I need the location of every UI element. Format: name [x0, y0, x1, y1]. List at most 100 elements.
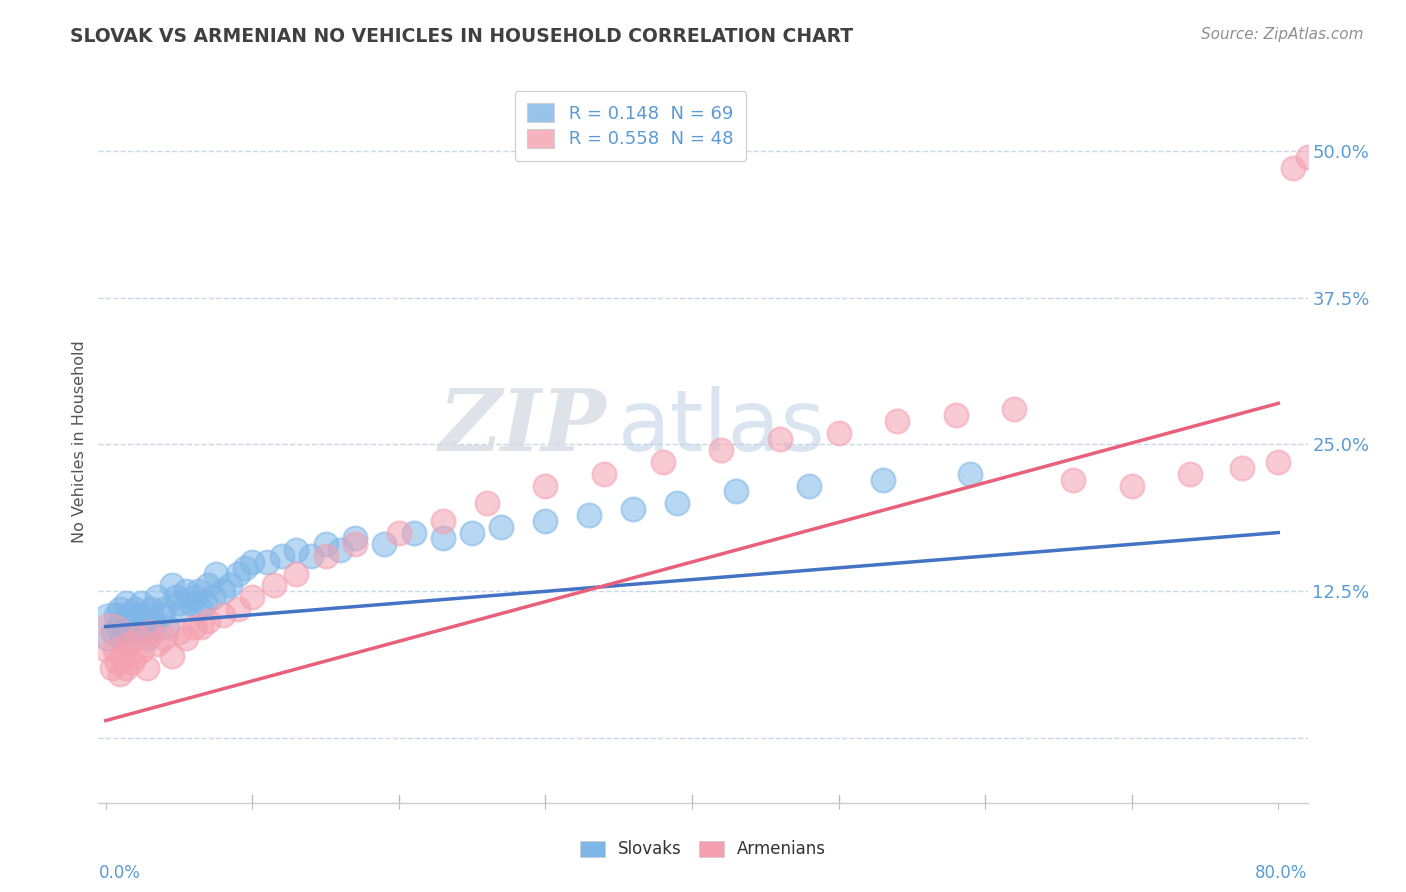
Point	[124, 602, 146, 616]
Point	[156, 619, 179, 633]
Point	[183, 591, 205, 605]
Point	[886, 414, 908, 428]
Point	[160, 648, 183, 663]
Point	[1230, 461, 1253, 475]
Point	[343, 537, 366, 551]
Point	[959, 467, 981, 481]
Point	[621, 502, 644, 516]
Point	[827, 425, 849, 440]
Point	[180, 596, 202, 610]
Point	[402, 525, 425, 540]
Point	[329, 543, 352, 558]
Point	[1121, 478, 1143, 492]
Point	[100, 619, 122, 633]
Point	[134, 614, 156, 628]
Text: ZIP: ZIP	[439, 385, 606, 469]
Point	[799, 478, 821, 492]
Point	[1180, 467, 1202, 481]
Point	[100, 661, 122, 675]
Point	[110, 602, 132, 616]
Point	[115, 596, 138, 610]
Point	[127, 607, 149, 622]
Point	[432, 532, 454, 546]
Point	[194, 596, 217, 610]
Text: Source: ZipAtlas.com: Source: ZipAtlas.com	[1201, 27, 1364, 42]
Point	[197, 614, 219, 628]
Point	[578, 508, 600, 522]
Point	[107, 655, 129, 669]
Point	[1310, 137, 1333, 152]
Point	[108, 619, 131, 633]
Point	[534, 514, 557, 528]
Point	[1282, 161, 1305, 176]
Point	[167, 625, 190, 640]
Point	[121, 655, 143, 669]
Point	[165, 591, 187, 605]
Point	[233, 561, 256, 575]
Point	[1296, 150, 1319, 164]
Point	[285, 566, 308, 581]
Point	[226, 602, 249, 616]
Legend: Slovaks, Armenians: Slovaks, Armenians	[572, 832, 834, 867]
Point	[219, 578, 242, 592]
Point	[432, 514, 454, 528]
Point	[190, 619, 212, 633]
Point	[125, 619, 148, 633]
Text: 80.0%: 80.0%	[1256, 864, 1308, 882]
Point	[1267, 455, 1289, 469]
Point	[124, 648, 146, 663]
Point	[945, 408, 967, 422]
Text: SLOVAK VS ARMENIAN NO VEHICLES IN HOUSEHOLD CORRELATION CHART: SLOVAK VS ARMENIAN NO VEHICLES IN HOUSEH…	[70, 27, 853, 45]
Point	[263, 578, 285, 592]
Point	[142, 614, 165, 628]
Point	[122, 614, 145, 628]
Point	[710, 443, 733, 458]
Point	[112, 614, 135, 628]
Point	[120, 619, 142, 633]
Point	[256, 555, 278, 569]
Point	[872, 473, 894, 487]
Point	[98, 632, 121, 646]
Point	[666, 496, 689, 510]
Point	[110, 666, 132, 681]
Point	[118, 637, 141, 651]
Point	[373, 537, 395, 551]
Point	[651, 455, 673, 469]
Point	[150, 607, 173, 622]
Point	[138, 619, 160, 633]
Point	[212, 607, 235, 622]
Point	[146, 591, 169, 605]
Point	[769, 432, 792, 446]
Point	[136, 632, 159, 646]
Point	[190, 602, 212, 616]
Point	[491, 519, 513, 533]
Point	[114, 619, 136, 633]
Point	[117, 607, 139, 622]
Point	[240, 555, 263, 569]
Point	[105, 607, 128, 622]
Point	[135, 661, 157, 675]
Point	[135, 625, 157, 640]
Point	[270, 549, 292, 563]
Point	[212, 584, 235, 599]
Point	[1062, 473, 1084, 487]
Point	[138, 625, 160, 640]
Point	[131, 643, 153, 657]
Text: atlas: atlas	[619, 385, 827, 468]
Point	[153, 602, 176, 616]
Point	[172, 602, 194, 616]
Point	[141, 602, 163, 616]
Text: 0.0%: 0.0%	[98, 864, 141, 882]
Point	[1004, 402, 1026, 417]
Point	[593, 467, 616, 481]
Point	[176, 632, 198, 646]
Point	[103, 643, 125, 657]
Point	[315, 549, 337, 563]
Point	[127, 632, 149, 646]
Point	[204, 566, 226, 581]
Point	[187, 584, 209, 599]
Point	[475, 496, 498, 510]
Point	[226, 566, 249, 581]
Point	[315, 537, 337, 551]
Point	[285, 543, 308, 558]
